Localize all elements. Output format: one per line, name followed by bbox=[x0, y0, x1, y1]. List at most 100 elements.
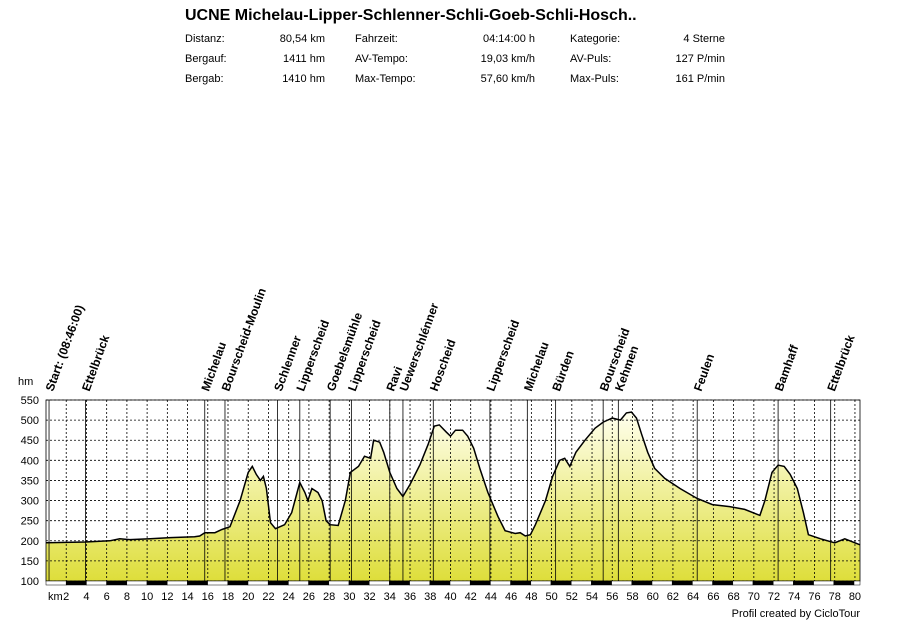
axis-band bbox=[126, 580, 148, 586]
waypoint-label: Bamhaff bbox=[772, 342, 802, 393]
axis-band bbox=[550, 580, 572, 586]
x-tick-label: 58 bbox=[626, 591, 638, 603]
axis-band bbox=[692, 580, 713, 586]
x-tick-label: 62 bbox=[667, 591, 679, 603]
x-tick-label: 6 bbox=[104, 591, 110, 603]
axis-band bbox=[712, 580, 734, 586]
x-tick-label: 26 bbox=[303, 591, 315, 603]
x-tick-label: 64 bbox=[687, 591, 699, 603]
stat-value: 161 P/min bbox=[675, 73, 725, 85]
x-tick-label: 40 bbox=[444, 591, 456, 603]
axis-band bbox=[166, 580, 188, 586]
stat-label: Bergab: bbox=[185, 73, 224, 85]
axis-band bbox=[449, 580, 471, 586]
x-tick-label: 68 bbox=[727, 591, 739, 603]
axis-band bbox=[348, 580, 370, 586]
stat-value: 1410 hm bbox=[282, 73, 325, 85]
stat-value: 80,54 km bbox=[280, 33, 325, 45]
x-tick-label: 14 bbox=[181, 591, 193, 603]
chart-title: UCNE Michelau-Lipper-Schlenner-Schli-Goe… bbox=[185, 7, 637, 24]
stat-value: 4 Sterne bbox=[683, 33, 725, 45]
x-tick-label: 30 bbox=[343, 591, 355, 603]
axis-band bbox=[490, 580, 511, 586]
axis-band bbox=[793, 580, 814, 586]
y-tick-label: 450 bbox=[21, 435, 39, 447]
axis-band bbox=[368, 580, 390, 586]
axis-band bbox=[308, 580, 330, 586]
x-tick-label: 16 bbox=[202, 591, 214, 603]
x-tick-label: 48 bbox=[525, 591, 537, 603]
axis-band bbox=[187, 580, 208, 586]
waypoint-label: Lipperscheid bbox=[484, 318, 523, 393]
x-tick-label: 4 bbox=[83, 591, 89, 603]
x-tick-label: 12 bbox=[161, 591, 173, 603]
x-tick-label: 36 bbox=[404, 591, 416, 603]
waypoint-label: Ettelbrück bbox=[824, 333, 857, 393]
profile-area bbox=[46, 412, 860, 581]
x-tick-label: 46 bbox=[505, 591, 517, 603]
axis-band bbox=[772, 580, 794, 586]
axis-band bbox=[853, 580, 861, 586]
stat-label: AV-Puls: bbox=[570, 53, 611, 65]
stat-label: Kategorie: bbox=[570, 33, 620, 45]
y-tick-label: 250 bbox=[21, 516, 39, 528]
stat-label: Distanz: bbox=[185, 33, 225, 45]
y-tick-label: 350 bbox=[21, 475, 39, 487]
x-tick-label: 32 bbox=[363, 591, 375, 603]
axis-band bbox=[247, 580, 269, 586]
axis-band bbox=[833, 580, 855, 586]
y-tick-label: 100 bbox=[21, 576, 39, 588]
stat-value: 57,60 km/h bbox=[481, 73, 535, 85]
x-tick-label: 54 bbox=[586, 591, 598, 603]
x-tick-label: 56 bbox=[606, 591, 618, 603]
stat-value: 1411 hm bbox=[283, 53, 325, 65]
stat-value: 19,03 km/h bbox=[481, 53, 535, 65]
x-tick-label: 34 bbox=[384, 591, 396, 603]
y-tick-label: 300 bbox=[21, 496, 39, 508]
x-tick-label: 74 bbox=[788, 591, 800, 603]
x-tick-label: 10 bbox=[141, 591, 153, 603]
x-tick-label: 22 bbox=[262, 591, 274, 603]
x-axis-label: km bbox=[48, 591, 63, 603]
stat-value: 127 P/min bbox=[675, 53, 725, 65]
x-tick-label: 42 bbox=[465, 591, 477, 603]
axis-band bbox=[570, 580, 592, 586]
waypoint-label: Michelau bbox=[521, 340, 552, 393]
y-tick-label: 550 bbox=[21, 395, 39, 407]
x-tick-label: 38 bbox=[424, 591, 436, 603]
axis-band bbox=[631, 580, 653, 586]
axis-band bbox=[227, 580, 249, 586]
x-tick-label: 52 bbox=[566, 591, 578, 603]
axis-band bbox=[591, 580, 612, 586]
x-tick-label: 76 bbox=[808, 591, 820, 603]
axis-band bbox=[651, 580, 673, 586]
waypoint-label: Hoscheid bbox=[427, 337, 459, 393]
axis-band bbox=[469, 580, 491, 586]
axis-band bbox=[671, 580, 693, 586]
x-tick-label: 24 bbox=[283, 591, 295, 603]
y-tick-label: 400 bbox=[21, 455, 39, 467]
axis-band bbox=[429, 580, 451, 586]
axis-band bbox=[389, 580, 410, 586]
axis-band bbox=[207, 580, 229, 586]
stat-label: Max-Tempo: bbox=[355, 73, 416, 85]
waypoint-label: Start: (08:46:00) bbox=[43, 303, 87, 393]
x-tick-label: 50 bbox=[545, 591, 557, 603]
y-tick-label: 200 bbox=[21, 536, 39, 548]
waypoint-label: Bürden bbox=[549, 349, 577, 393]
axis-band bbox=[267, 580, 289, 586]
axis-band bbox=[813, 580, 835, 586]
x-tick-label: 70 bbox=[748, 591, 760, 603]
axis-band bbox=[106, 580, 128, 586]
stat-label: AV-Tempo: bbox=[355, 53, 408, 65]
x-tick-label: 60 bbox=[647, 591, 659, 603]
stat-label: Bergauf: bbox=[185, 53, 227, 65]
axis-band bbox=[530, 580, 552, 586]
waypoint-label: Ettelbrück bbox=[79, 333, 112, 393]
x-tick-label: 72 bbox=[768, 591, 780, 603]
x-tick-label: 44 bbox=[485, 591, 497, 603]
axis-band bbox=[86, 580, 107, 586]
waypoint-label: Bourscheid-Moulin bbox=[219, 286, 269, 393]
x-tick-label: 8 bbox=[124, 591, 130, 603]
y-tick-label: 500 bbox=[21, 415, 39, 427]
